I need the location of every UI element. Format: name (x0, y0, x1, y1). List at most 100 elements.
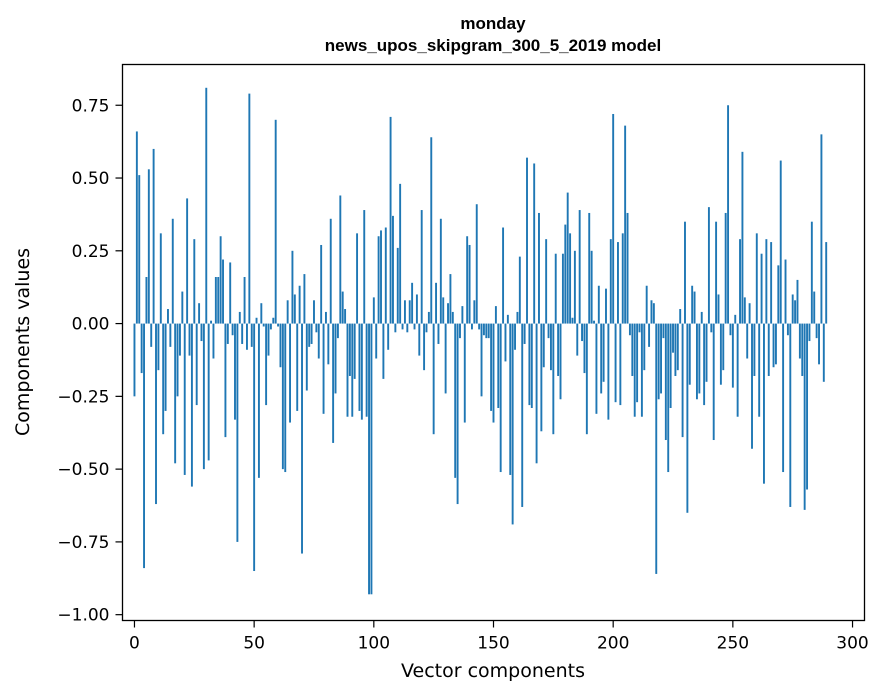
bar-272 (784, 259, 787, 324)
bar-36 (219, 236, 222, 324)
bar-218 (655, 323, 658, 574)
bar-9 (155, 323, 157, 505)
bar-23 (188, 323, 191, 356)
bar-11 (159, 233, 162, 324)
bar-96 (363, 210, 366, 324)
bar-111 (399, 183, 402, 324)
bar-153 (499, 323, 502, 473)
bar-120 (420, 210, 423, 324)
bar-237 (700, 311, 703, 324)
bar-148 (487, 323, 490, 339)
bar-280 (803, 323, 806, 510)
bar-140 (468, 244, 471, 324)
bar-95 (360, 323, 363, 420)
bar-79 (322, 323, 325, 414)
bar-226 (674, 323, 677, 376)
bar-285 (815, 323, 818, 339)
bar-255 (743, 297, 746, 324)
bar-37 (222, 259, 224, 324)
y-tick-label: −0.50 (57, 460, 109, 480)
bar-231 (686, 323, 689, 513)
chart-title-line2: news_upos_skipgram_300_5_2019 model (325, 36, 661, 55)
bar-244 (717, 294, 720, 324)
bar-196 (602, 323, 605, 382)
bar-274 (789, 323, 792, 507)
bar-258 (751, 323, 753, 449)
bar-177 (557, 323, 560, 376)
bar-76 (315, 323, 318, 333)
bar-30 (205, 87, 208, 324)
bar-264 (765, 239, 768, 324)
y-axis-label: Components values (12, 248, 34, 436)
bar-21 (183, 323, 186, 475)
bar-128 (439, 218, 442, 324)
bar-68 (296, 323, 299, 411)
bar-207 (628, 323, 631, 336)
bar-80 (324, 311, 327, 324)
bar-164 (526, 157, 528, 324)
bar-14 (167, 309, 169, 324)
bar-220 (660, 323, 662, 394)
bar-169 (538, 212, 540, 324)
bar-91 (351, 323, 354, 417)
bar-116 (411, 282, 414, 324)
bar-123 (427, 311, 430, 324)
bar-38 (224, 323, 227, 438)
bar-66 (291, 250, 294, 324)
bar-251 (734, 314, 737, 324)
bar-171 (542, 323, 545, 368)
bar-61 (279, 323, 282, 368)
bar-84 (334, 323, 337, 394)
bar-7 (150, 323, 153, 347)
x-tick-label: 100 (358, 634, 390, 654)
bar-54 (262, 323, 265, 327)
bar-247 (724, 212, 727, 324)
bar-253 (739, 239, 741, 324)
bar-209 (633, 323, 636, 417)
y-tick-label: −0.25 (57, 387, 109, 407)
bar-267 (772, 323, 775, 368)
bar-126 (435, 282, 438, 324)
bar-53 (260, 303, 263, 324)
bar-259 (753, 323, 756, 376)
bar-223 (667, 323, 670, 473)
bar-117 (413, 323, 416, 330)
bar-165 (528, 323, 531, 406)
bar-146 (482, 323, 485, 336)
bar-154 (502, 227, 505, 324)
bar-163 (523, 323, 526, 344)
bar-260 (755, 233, 758, 324)
bar-162 (521, 323, 524, 507)
bar-273 (786, 323, 789, 336)
bar-243 (715, 221, 718, 324)
bar-99 (370, 323, 373, 595)
bar-6 (147, 169, 150, 324)
bar-249 (729, 323, 732, 336)
bar-206 (626, 212, 629, 324)
bar-124 (430, 137, 433, 324)
bar-190 (588, 212, 591, 324)
bar-67 (293, 294, 296, 324)
bar-44 (238, 311, 241, 324)
bar-29 (202, 323, 205, 470)
bar-186 (578, 210, 581, 324)
bar-203 (619, 323, 622, 406)
bar-32 (210, 320, 213, 324)
bar-114 (406, 323, 409, 333)
bar-184 (573, 250, 576, 324)
bar-160 (516, 311, 519, 324)
bar-262 (760, 253, 763, 324)
bar-188 (583, 323, 586, 374)
bar-242 (712, 323, 715, 441)
bar-133 (451, 311, 454, 324)
bar-159 (514, 323, 516, 350)
bar-100 (372, 297, 375, 324)
bar-170 (540, 323, 543, 432)
bar-118 (415, 294, 418, 324)
bar-235 (695, 323, 698, 400)
bar-245 (719, 323, 722, 385)
bar-166 (530, 323, 533, 408)
bar-109 (394, 323, 397, 333)
bar-238 (703, 323, 706, 406)
x-tick-label: 300 (836, 634, 868, 654)
